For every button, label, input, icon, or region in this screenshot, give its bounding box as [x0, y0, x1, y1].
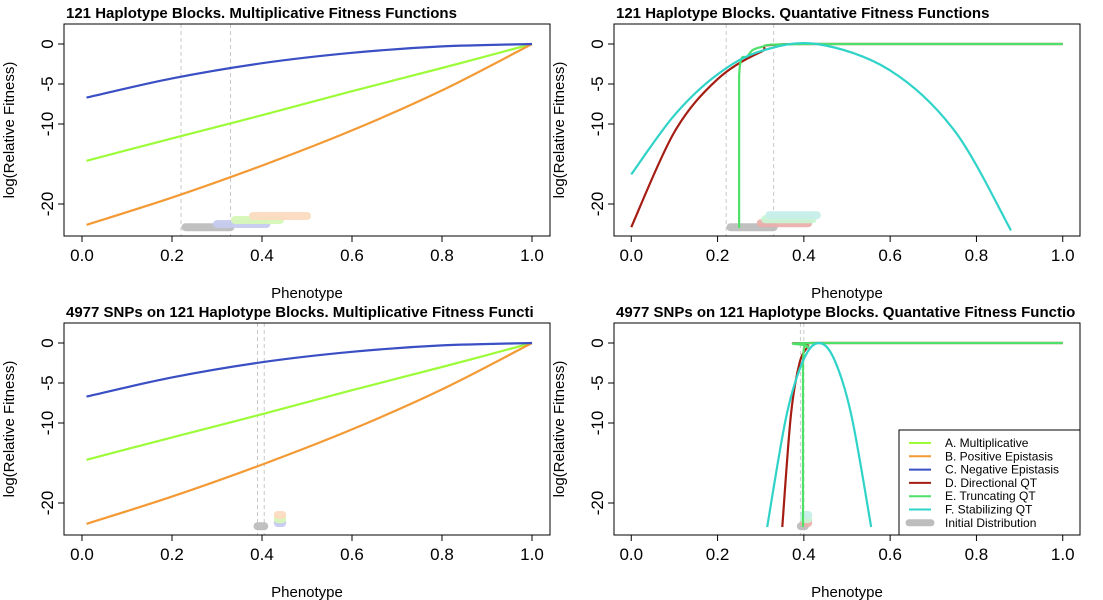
y-tick-label: -10	[588, 411, 607, 436]
legend-label: F. Stabilizing QT	[945, 503, 1033, 517]
series-line	[630, 42, 1063, 228]
x-tick-label: 1.0	[520, 545, 544, 564]
y-tick-label: -10	[38, 112, 57, 137]
y-tick-label: -5	[588, 76, 607, 91]
plot-frame	[613, 322, 1081, 536]
x-tick-label: 0.6	[340, 246, 364, 265]
x-tick-label: 0.0	[70, 545, 94, 564]
x-tick-label: 0.2	[706, 246, 730, 265]
plot-area	[630, 24, 1063, 236]
plot-frame	[63, 23, 551, 237]
panel-3: 4977 SNPs on 121 Haplotype Blocks. Multi…	[1, 304, 551, 600]
series-line	[630, 41, 1012, 231]
x-tick-label: 0.8	[965, 246, 989, 265]
y-tick-label: -5	[38, 76, 57, 91]
y-axis-label: log(Relative Fitness)	[551, 62, 568, 199]
y-tick-label: -20	[588, 491, 607, 516]
panel-4: 4977 SNPs on 121 Haplotype Blocks. Quant…	[551, 304, 1081, 600]
y-tick-label: 0	[588, 338, 607, 347]
panel-2: 121 Haplotype Blocks. Quantative Fitness…	[551, 5, 1081, 302]
series-line	[766, 341, 873, 528]
x-tick-label: 1.0	[1051, 246, 1075, 265]
y-tick-label: -20	[588, 192, 607, 217]
plot-frame	[63, 322, 551, 536]
y-tick-label: -20	[38, 491, 57, 516]
y-tick-label: 0	[588, 39, 607, 48]
x-axis-label: Phenotype	[811, 584, 883, 600]
legend-label: Initial Distribution	[945, 516, 1036, 530]
y-tick-label: -10	[588, 112, 607, 137]
x-tick-label: 0.4	[250, 246, 274, 265]
plot-frame	[613, 23, 1081, 237]
chart-title: 121 Haplotype Blocks. Multiplicative Fit…	[66, 5, 457, 22]
legend-label: D. Directional QT	[945, 476, 1038, 490]
legend-label: A. Multiplicative	[945, 436, 1029, 450]
x-tick-label: 0.2	[160, 246, 184, 265]
x-axis-label: Phenotype	[811, 285, 883, 302]
panel-1: 121 Haplotype Blocks. Multiplicative Fit…	[1, 5, 551, 302]
y-tick-label: 0	[38, 39, 57, 48]
y-axis-label: log(Relative Fitness)	[1, 361, 18, 498]
x-tick-label: 0.4	[792, 545, 816, 564]
series-line	[86, 341, 533, 398]
x-tick-label: 0.8	[430, 545, 454, 564]
plot-area	[86, 323, 533, 535]
series-line	[86, 342, 533, 525]
series-line	[86, 341, 533, 461]
y-tick-label: -10	[38, 411, 57, 436]
x-tick-label: 0.6	[340, 545, 364, 564]
y-axis-label: log(Relative Fitness)	[1, 62, 18, 199]
series-line	[738, 42, 1063, 228]
plot-area	[86, 24, 533, 236]
chart-title: 121 Haplotype Blocks. Quantative Fitness…	[616, 5, 989, 22]
x-tick-label: 1.0	[520, 246, 544, 265]
x-tick-label: 0.6	[878, 246, 902, 265]
series-line	[86, 43, 533, 226]
chart-title: 4977 SNPs on 121 Haplotype Blocks. Quant…	[616, 304, 1075, 321]
legend-label: E. Truncating QT	[945, 489, 1036, 503]
x-axis-label: Phenotype	[271, 584, 343, 600]
x-tick-label: 1.0	[1051, 545, 1075, 564]
x-tick-label: 0.4	[250, 545, 274, 564]
x-tick-label: 0.0	[70, 246, 94, 265]
y-tick-label: -5	[588, 375, 607, 390]
x-tick-label: 0.6	[878, 545, 902, 564]
y-tick-label: 0	[38, 338, 57, 347]
x-axis-label: Phenotype	[271, 285, 343, 302]
series-line	[791, 341, 1063, 527]
y-axis-label: log(Relative Fitness)	[551, 361, 568, 498]
series-line	[86, 42, 533, 162]
y-tick-label: -5	[38, 375, 57, 390]
plot-area	[766, 323, 1063, 535]
x-tick-label: 0.2	[160, 545, 184, 564]
y-tick-label: -20	[38, 192, 57, 217]
legend-label: B. Positive Epistasis	[945, 449, 1053, 463]
x-tick-label: 0.0	[619, 246, 643, 265]
x-tick-label: 0.4	[792, 246, 816, 265]
chart-title: 4977 SNPs on 121 Haplotype Blocks. Multi…	[66, 304, 534, 321]
x-tick-label: 0.8	[965, 545, 989, 564]
series-line	[86, 42, 533, 99]
legend-label: C. Negative Epistasis	[945, 463, 1059, 477]
x-tick-label: 0.0	[619, 545, 643, 564]
x-tick-label: 0.8	[430, 246, 454, 265]
x-tick-label: 0.2	[706, 545, 730, 564]
